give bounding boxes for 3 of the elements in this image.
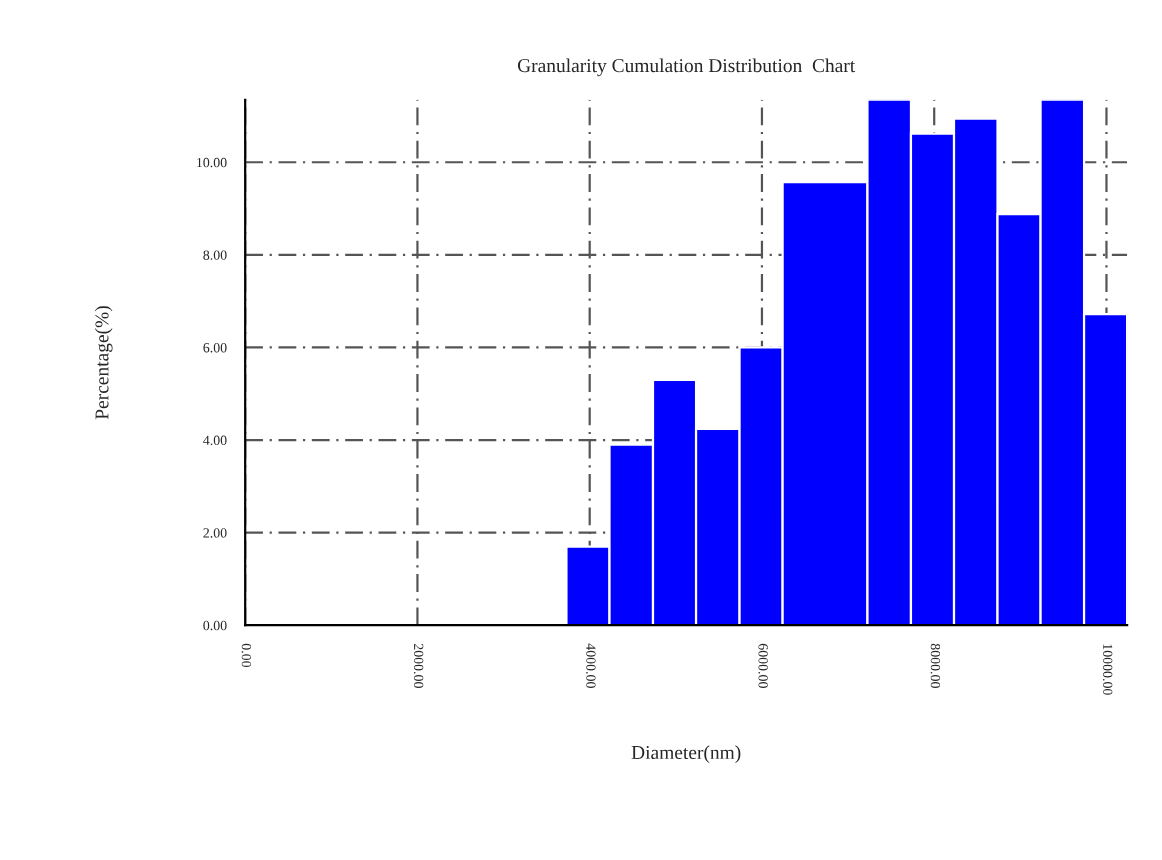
chart-title: Granularity Cumulation Distribution Chart [517,58,856,77]
x-axis-title: Diameter(nm) [631,745,741,763]
y-axis-title: Percentage(%) [94,306,113,420]
